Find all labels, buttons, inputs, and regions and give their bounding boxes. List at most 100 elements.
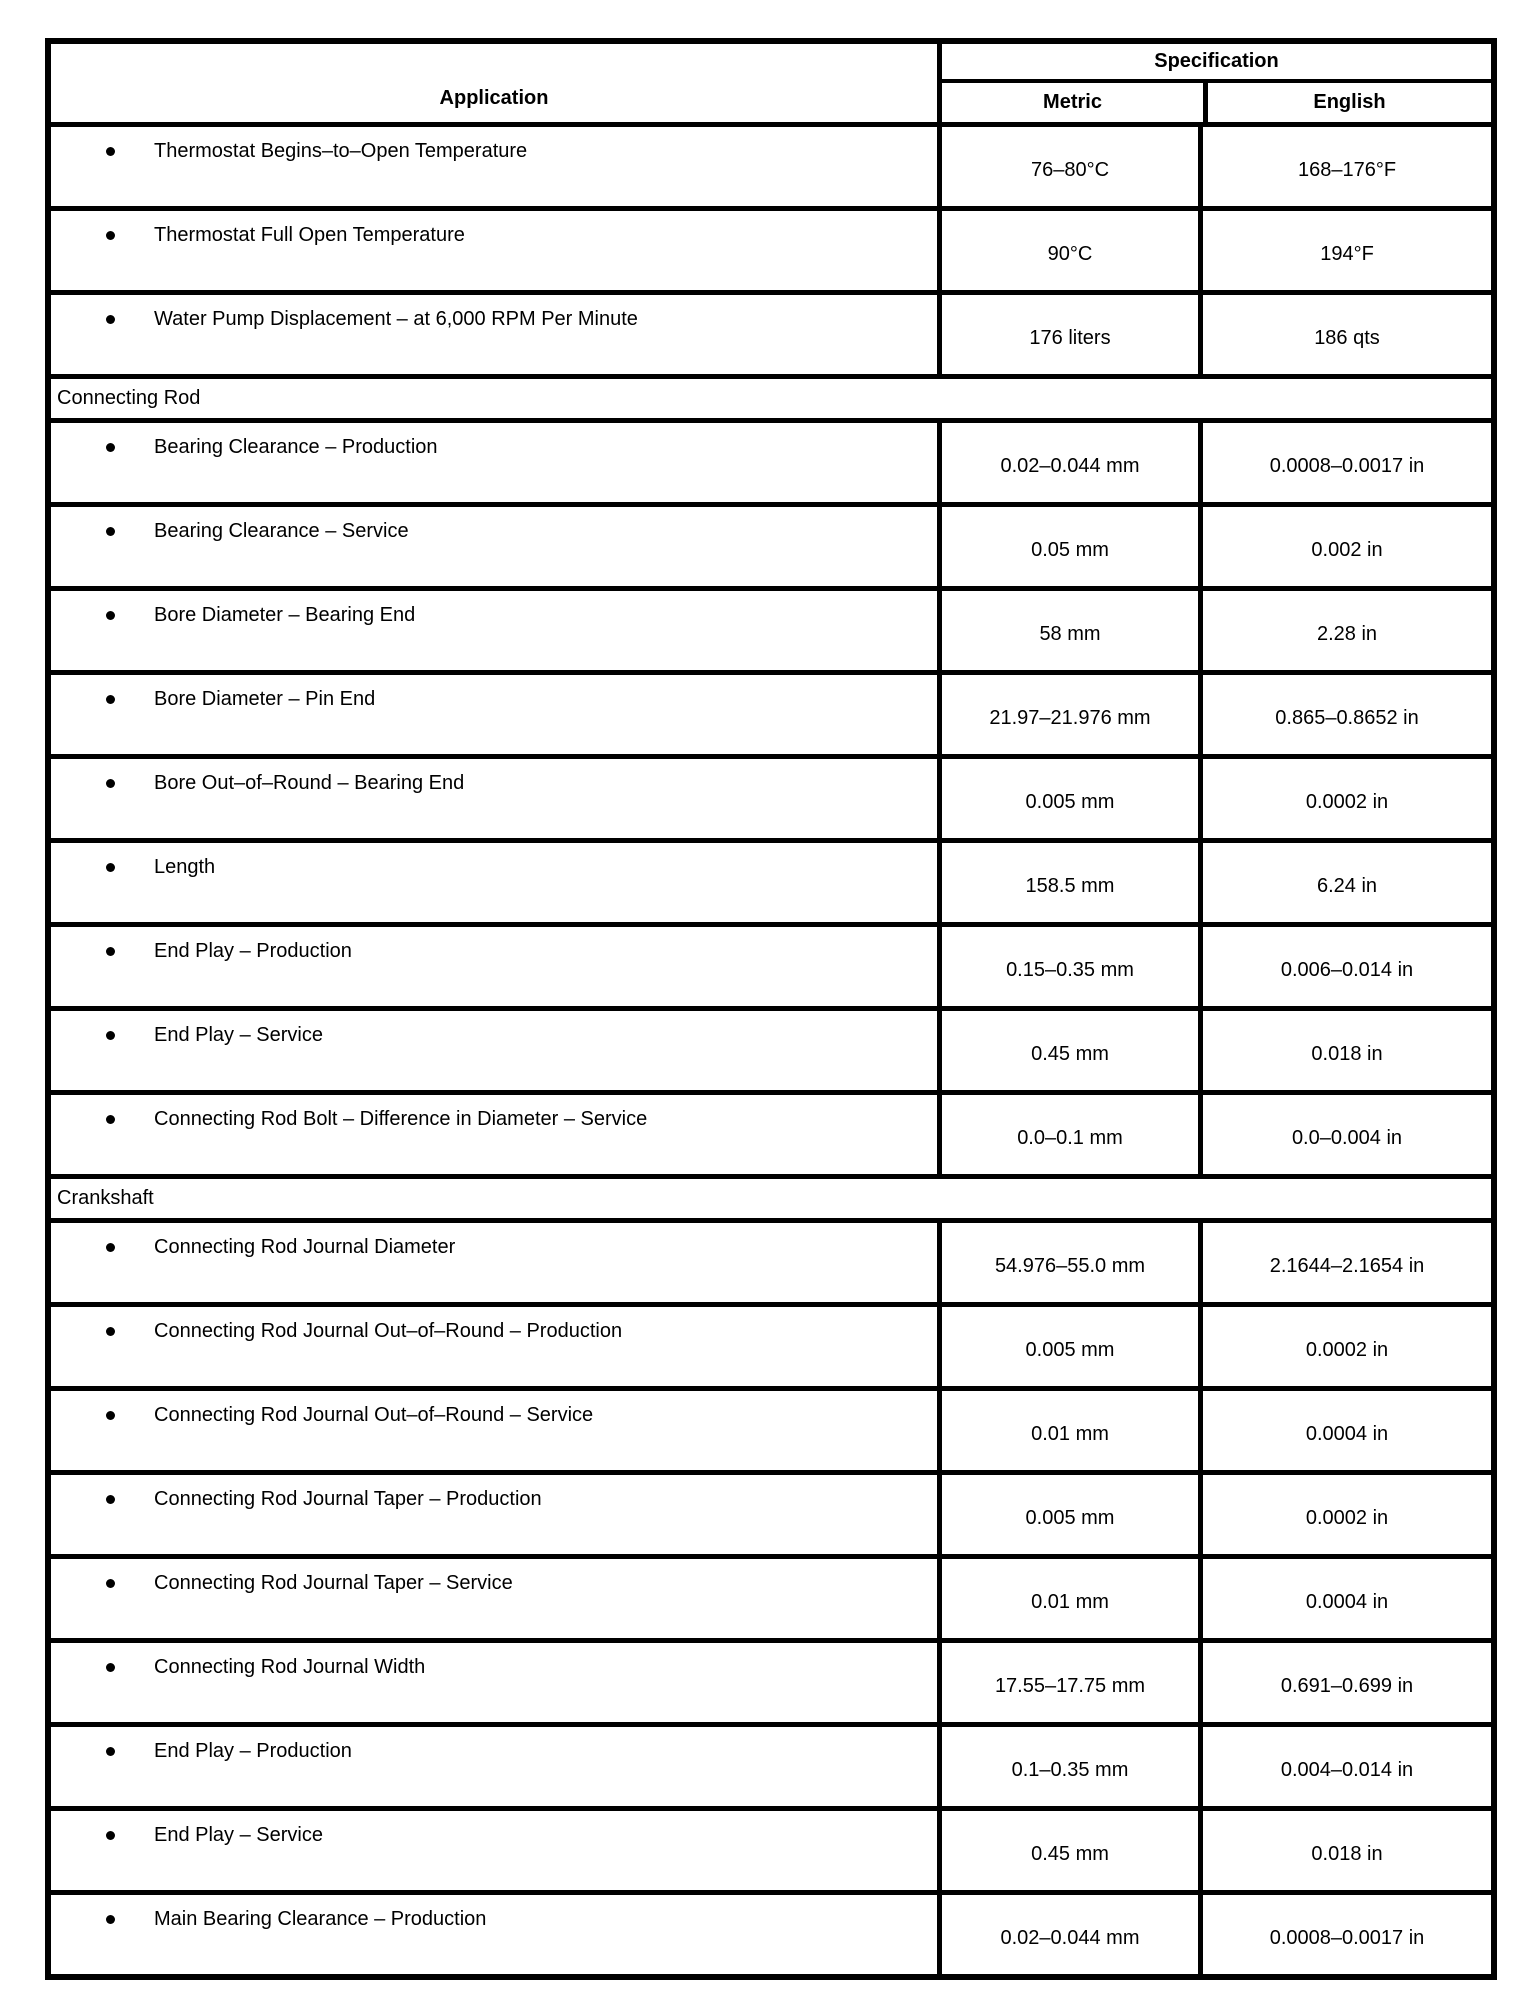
bullet-icon xyxy=(106,1495,115,1504)
english-cell: 168–176°F xyxy=(1297,159,1397,181)
table-row: Main Bearing Clearance – Production 0.02… xyxy=(51,1890,1491,1974)
application-header: Application xyxy=(51,44,942,122)
metric-cell: 0.05 mm xyxy=(942,507,1203,586)
application-label: End Play – Production xyxy=(154,1740,352,1762)
bullet-icon xyxy=(106,443,115,452)
specification-header: Specification Metric English xyxy=(942,44,1491,122)
application-label: Thermostat Full Open Temperature xyxy=(154,224,465,246)
table-row: End Play – Service 0.45 mm 0.018 in xyxy=(51,1006,1491,1090)
application-cell: End Play – Service xyxy=(51,1011,942,1090)
metric-cell: 21.97–21.976 mm xyxy=(942,675,1203,754)
metric-cell: 158.5 mm xyxy=(942,843,1203,922)
application-cell: Bore Diameter – Pin End xyxy=(51,675,942,754)
metric-cell: 0.01 mm xyxy=(942,1391,1203,1470)
table-row: Bearing Clearance – Production 0.02–0.04… xyxy=(51,418,1491,502)
metric-cell: 0.02–0.044 mm xyxy=(942,423,1203,502)
application-cell: Water Pump Displacement – at 6,000 RPM P… xyxy=(51,295,942,374)
bullet-icon xyxy=(106,1115,115,1124)
application-label: Connecting Rod Journal Out–of–Round – Pr… xyxy=(154,1320,623,1342)
table-row: Length 158.5 mm 6.24 in xyxy=(51,838,1491,922)
bullet-icon xyxy=(106,947,115,956)
bullet-icon xyxy=(106,1663,115,1672)
english-cell: 0.865–0.8652 in xyxy=(1275,707,1419,729)
table-row: Connecting Rod Journal Taper – Productio… xyxy=(51,1470,1491,1554)
english-cell: 0.0004 in xyxy=(1305,1591,1389,1613)
bullet-icon xyxy=(106,1411,115,1420)
metric-header: Metric xyxy=(942,83,1208,122)
bullet-icon xyxy=(106,695,115,704)
english-cell: 0.0008–0.0017 in xyxy=(1269,455,1425,477)
metric-cell: 0.005 mm xyxy=(942,1475,1203,1554)
table-row: Connecting Rod Journal Diameter 54.976–5… xyxy=(51,1218,1491,1302)
application-label: Connecting Rod Journal Diameter xyxy=(154,1236,456,1258)
metric-cell: 0.01 mm xyxy=(942,1559,1203,1638)
bullet-icon xyxy=(106,1243,115,1252)
metric-cell: 176 liters xyxy=(942,295,1203,374)
table-row: End Play – Service 0.45 mm 0.018 in xyxy=(51,1806,1491,1890)
application-label: Connecting Rod Journal Out–of–Round – Se… xyxy=(154,1404,594,1426)
section-header-crankshaft: Crankshaft xyxy=(51,1174,1491,1218)
table-row: Water Pump Displacement – at 6,000 RPM P… xyxy=(51,290,1491,374)
table-row: Thermostat Full Open Temperature 90°C 19… xyxy=(51,206,1491,290)
application-label: End Play – Production xyxy=(154,940,352,962)
metric-cell: 0.005 mm xyxy=(942,1307,1203,1386)
metric-cell: 0.0–0.1 mm xyxy=(942,1095,1203,1174)
english-cell: 0.004–0.014 in xyxy=(1280,1759,1414,1781)
english-cell: 194°F xyxy=(1320,243,1374,265)
table-row: End Play – Production 0.15–0.35 mm 0.006… xyxy=(51,922,1491,1006)
table-row: Bearing Clearance – Service 0.05 mm 0.00… xyxy=(51,502,1491,586)
application-cell: Length xyxy=(51,843,942,922)
application-cell: Connecting Rod Bolt – Difference in Diam… xyxy=(51,1095,942,1174)
application-cell: Connecting Rod Journal Diameter xyxy=(51,1223,942,1302)
bullet-icon xyxy=(106,315,115,324)
english-cell: 0.0008–0.0017 in xyxy=(1269,1927,1425,1949)
application-label: Bearing Clearance – Service xyxy=(154,520,409,542)
metric-cell: 58 mm xyxy=(942,591,1203,670)
application-cell: Connecting Rod Journal Width xyxy=(51,1643,942,1722)
metric-cell: 0.005 mm xyxy=(942,759,1203,838)
bullet-icon xyxy=(106,1031,115,1040)
english-cell: 186 qts xyxy=(1314,327,1380,349)
specification-subheader-row: Metric English xyxy=(942,83,1491,122)
english-cell: 0.006–0.014 in xyxy=(1280,959,1414,981)
bullet-icon xyxy=(106,1327,115,1336)
application-cell: Connecting Rod Journal Out–of–Round – Pr… xyxy=(51,1307,942,1386)
application-cell: Thermostat Full Open Temperature xyxy=(51,211,942,290)
table-row: Connecting Rod Bolt – Difference in Diam… xyxy=(51,1090,1491,1174)
bullet-icon xyxy=(106,779,115,788)
application-label: Connecting Rod Journal Taper – Service xyxy=(154,1572,513,1594)
english-cell: 0.691–0.699 in xyxy=(1280,1675,1414,1697)
metric-cell: 90°C xyxy=(942,211,1203,290)
metric-cell: 0.45 mm xyxy=(942,1011,1203,1090)
application-label: Bearing Clearance – Production xyxy=(154,436,438,458)
metric-cell: 0.15–0.35 mm xyxy=(942,927,1203,1006)
application-cell: Connecting Rod Journal Out–of–Round – Se… xyxy=(51,1391,942,1470)
table-header-row: Application Specification Metric English xyxy=(51,44,1491,122)
english-cell: 0.0–0.004 in xyxy=(1291,1127,1403,1149)
english-cell: 2.1644–2.1654 in xyxy=(1269,1255,1425,1277)
table-row: Connecting Rod Journal Width 17.55–17.75… xyxy=(51,1638,1491,1722)
application-label: Connecting Rod Journal Taper – Productio… xyxy=(154,1488,542,1510)
application-label: Water Pump Displacement – at 6,000 RPM P… xyxy=(154,308,638,330)
bullet-icon xyxy=(106,1579,115,1588)
section-header-connecting-rod: Connecting Rod xyxy=(51,374,1491,418)
english-cell: 0.018 in xyxy=(1311,1843,1383,1865)
table-row: Bore Diameter – Bearing End 58 mm 2.28 i… xyxy=(51,586,1491,670)
metric-cell: 76–80°C xyxy=(942,127,1203,206)
specification-header-label: Specification xyxy=(942,44,1491,83)
bullet-icon xyxy=(106,147,115,156)
bullet-icon xyxy=(106,863,115,872)
application-label: End Play – Service xyxy=(154,1824,323,1846)
table-row: Connecting Rod Journal Out–of–Round – Pr… xyxy=(51,1302,1491,1386)
english-cell: 0.0002 in xyxy=(1305,1507,1389,1529)
metric-cell: 17.55–17.75 mm xyxy=(942,1643,1203,1722)
application-cell: End Play – Service xyxy=(51,1811,942,1890)
application-cell: End Play – Production xyxy=(51,1727,942,1806)
application-cell: Connecting Rod Journal Taper – Productio… xyxy=(51,1475,942,1554)
table-row: End Play – Production 0.1–0.35 mm 0.004–… xyxy=(51,1722,1491,1806)
english-cell: 2.28 in xyxy=(1316,623,1378,645)
bullet-icon xyxy=(106,1915,115,1924)
table-row: Connecting Rod Journal Out–of–Round – Se… xyxy=(51,1386,1491,1470)
application-label: Bore Diameter – Pin End xyxy=(154,688,376,710)
